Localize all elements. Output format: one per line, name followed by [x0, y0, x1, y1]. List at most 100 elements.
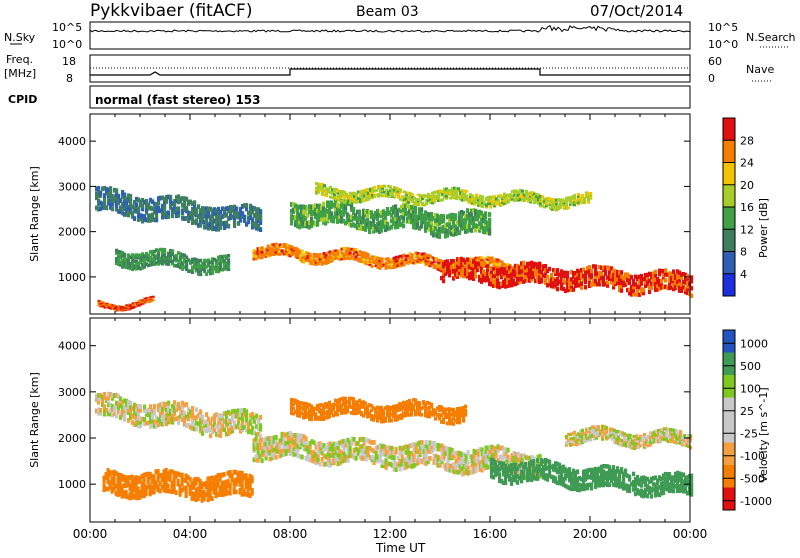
- power-cell: [411, 193, 414, 196]
- velocity-cell: [211, 496, 214, 501]
- power-cell: [486, 264, 489, 268]
- power-cell: [349, 252, 352, 255]
- velocity-cell: [149, 404, 152, 409]
- power-data-cells: [95, 182, 693, 312]
- power-cell: [546, 275, 549, 279]
- velocity-cell: [167, 405, 170, 410]
- velocity-cell: [205, 412, 208, 417]
- velocity-cell: [301, 455, 304, 460]
- power-cell: [235, 207, 238, 212]
- power-cell: [580, 285, 583, 289]
- power-cell: [441, 198, 444, 201]
- colorbar-tick-label: 20: [740, 179, 754, 192]
- power-cell: [301, 250, 304, 253]
- power-cell: [602, 276, 605, 280]
- colorbar-swatch: [723, 229, 735, 251]
- velocity-cell: [255, 414, 258, 419]
- velocity-cell: [213, 418, 216, 423]
- nsky-label: N.Sky: [4, 31, 36, 44]
- power-cell: [484, 211, 487, 216]
- velocity-cell: [275, 455, 278, 460]
- power-cell: [371, 265, 374, 268]
- velocity-cell: [167, 401, 170, 406]
- velocity-cell: [191, 410, 194, 415]
- power-cell: [488, 228, 491, 233]
- colorbar-tick-label: 16: [740, 201, 754, 214]
- power-cell: [165, 199, 168, 204]
- power-cell: [664, 278, 667, 282]
- velocity-cell: [364, 402, 367, 406]
- freq-panel: Freq. [MHz] 18 8 60 0 Nave: [4, 53, 774, 85]
- power-cell: [565, 202, 568, 205]
- velocity-cell: [177, 479, 180, 484]
- velocity-data-cells: [95, 392, 693, 503]
- power-cell: [497, 199, 500, 202]
- power-cell: [672, 269, 675, 273]
- power-cell: [522, 261, 525, 265]
- colorbar-swatch: [723, 118, 735, 140]
- power-cell: [355, 251, 358, 254]
- colorbar-tick-label: 28: [740, 134, 754, 147]
- velocity-cell: [317, 457, 320, 462]
- power-cell: [105, 205, 108, 210]
- velocity-cell: [185, 402, 188, 407]
- power-cell: [355, 248, 358, 251]
- power-cell: [577, 193, 580, 196]
- velocity-cell: [464, 405, 467, 409]
- nave-tick-bottom: 0: [708, 72, 715, 85]
- velocity-cell: [393, 455, 396, 460]
- power-cell: [420, 207, 423, 212]
- velocity-cell: [113, 479, 116, 484]
- velocity-cell: [305, 441, 308, 446]
- power-cell: [330, 211, 333, 216]
- velocity-cell: [510, 481, 513, 486]
- power-cell: [556, 268, 559, 272]
- velocity-cell: [464, 409, 467, 413]
- power-cell: [584, 285, 587, 289]
- power-cell: [475, 194, 478, 197]
- date-label: 07/Oct/2014: [590, 2, 683, 20]
- velocity-cell: [181, 473, 184, 478]
- velocity-cell: [352, 397, 355, 401]
- velocity-cell: [153, 409, 156, 414]
- power-cell: [152, 296, 155, 298]
- power-cell: [199, 273, 202, 277]
- power-cell: [581, 194, 584, 197]
- velocity-cell: [99, 408, 102, 413]
- power-cell: [169, 195, 172, 200]
- velocity-cell: [305, 436, 308, 441]
- velocity-cell: [429, 456, 432, 461]
- power-cell: [488, 218, 491, 223]
- power-cell: [497, 263, 500, 266]
- velocity-cell: [241, 417, 244, 422]
- power-cell: [109, 186, 112, 191]
- power-cell: [411, 256, 414, 259]
- power-cell: [227, 268, 230, 272]
- cpid-text: normal (fast stereo) 153: [95, 93, 261, 107]
- velocity-cell: [467, 450, 470, 455]
- velocity-cell: [462, 417, 465, 421]
- power-cell: [259, 213, 262, 218]
- power-cell: [442, 279, 445, 283]
- power-cell: [525, 190, 528, 193]
- power-cell: [567, 206, 570, 209]
- velocity-cell: [487, 465, 490, 470]
- power-cell: [337, 253, 340, 256]
- velocity-cell: [418, 401, 421, 405]
- power-cell: [407, 201, 410, 204]
- power-cell: [394, 204, 397, 209]
- velocity-cell: [233, 420, 236, 425]
- power-cell: [466, 257, 469, 261]
- nsky-tick-top: 10^5: [52, 21, 82, 34]
- power-cell: [442, 218, 445, 223]
- velocity-cell: [438, 417, 441, 421]
- velocity-cell: [390, 419, 393, 423]
- velocity-cell: [255, 437, 258, 442]
- velocity-cell: [153, 404, 156, 409]
- power-cell: [411, 253, 414, 256]
- power-cell: [544, 264, 547, 268]
- power-cell: [97, 186, 100, 191]
- power-cell: [620, 270, 623, 274]
- nsearch-tick-bottom: 10^0: [708, 38, 738, 51]
